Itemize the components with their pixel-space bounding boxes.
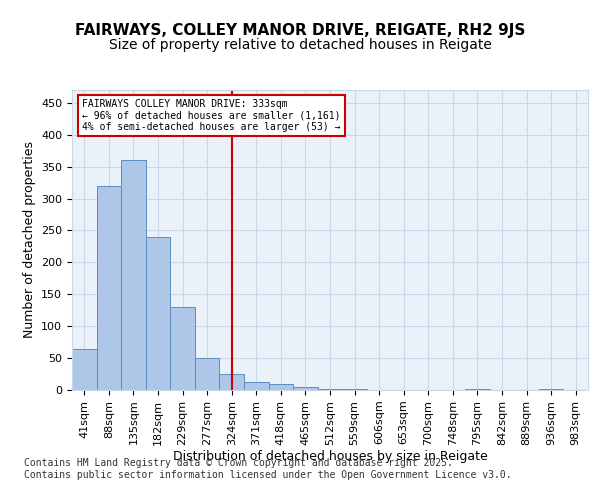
- Bar: [170, 307, 195, 390]
- Text: Contains HM Land Registry data © Crown copyright and database right 2025.
Contai: Contains HM Land Registry data © Crown c…: [24, 458, 512, 480]
- Text: Size of property relative to detached houses in Reigate: Size of property relative to detached ho…: [109, 38, 491, 52]
- Bar: [465, 388, 490, 390]
- Bar: [72, 348, 97, 390]
- Bar: [121, 160, 146, 390]
- Text: FAIRWAYS COLLEY MANOR DRIVE: 333sqm
← 96% of detached houses are smaller (1,161): FAIRWAYS COLLEY MANOR DRIVE: 333sqm ← 96…: [82, 99, 341, 132]
- X-axis label: Distribution of detached houses by size in Reigate: Distribution of detached houses by size …: [173, 450, 487, 464]
- Bar: [146, 237, 170, 390]
- Bar: [97, 186, 121, 390]
- Bar: [195, 358, 220, 390]
- Y-axis label: Number of detached properties: Number of detached properties: [23, 142, 35, 338]
- Bar: [269, 384, 293, 390]
- Bar: [244, 382, 269, 390]
- Text: FAIRWAYS, COLLEY MANOR DRIVE, REIGATE, RH2 9JS: FAIRWAYS, COLLEY MANOR DRIVE, REIGATE, R…: [75, 22, 525, 38]
- Bar: [293, 387, 318, 390]
- Bar: [318, 388, 342, 390]
- Bar: [539, 388, 563, 390]
- Bar: [220, 374, 244, 390]
